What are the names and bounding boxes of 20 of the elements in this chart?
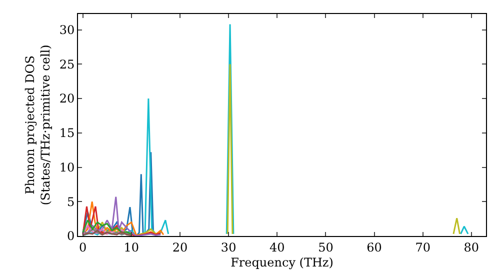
line-series	[82, 219, 132, 235]
y-tick-label: 0	[66, 229, 75, 244]
y-tick-label: 25	[59, 57, 75, 72]
y-tick-label: 30	[59, 23, 75, 38]
x-tick-label: 0	[79, 240, 87, 254]
y-tick-label: 15	[59, 126, 75, 140]
x-axis-title: Frequency (THz)	[230, 255, 334, 270]
x-tick-label: 20	[172, 240, 188, 254]
y-tick-label: 20	[59, 92, 75, 106]
x-tick-label: 50	[318, 240, 334, 254]
x-tick-label: 80	[464, 240, 480, 254]
y-tick-label: 5	[66, 194, 75, 209]
y-axis-title: Phonon projected DOS (States/THz·primitive cell)	[23, 44, 53, 206]
x-tick-label: 40	[270, 240, 285, 254]
y-tick-label: 10	[59, 160, 75, 174]
x-tick-label: 60	[366, 240, 382, 254]
x-tick-label: 70	[415, 240, 430, 254]
x-tick-label: 10	[124, 240, 140, 254]
x-tick-label: 30	[220, 240, 236, 254]
line-series	[82, 206, 162, 236]
